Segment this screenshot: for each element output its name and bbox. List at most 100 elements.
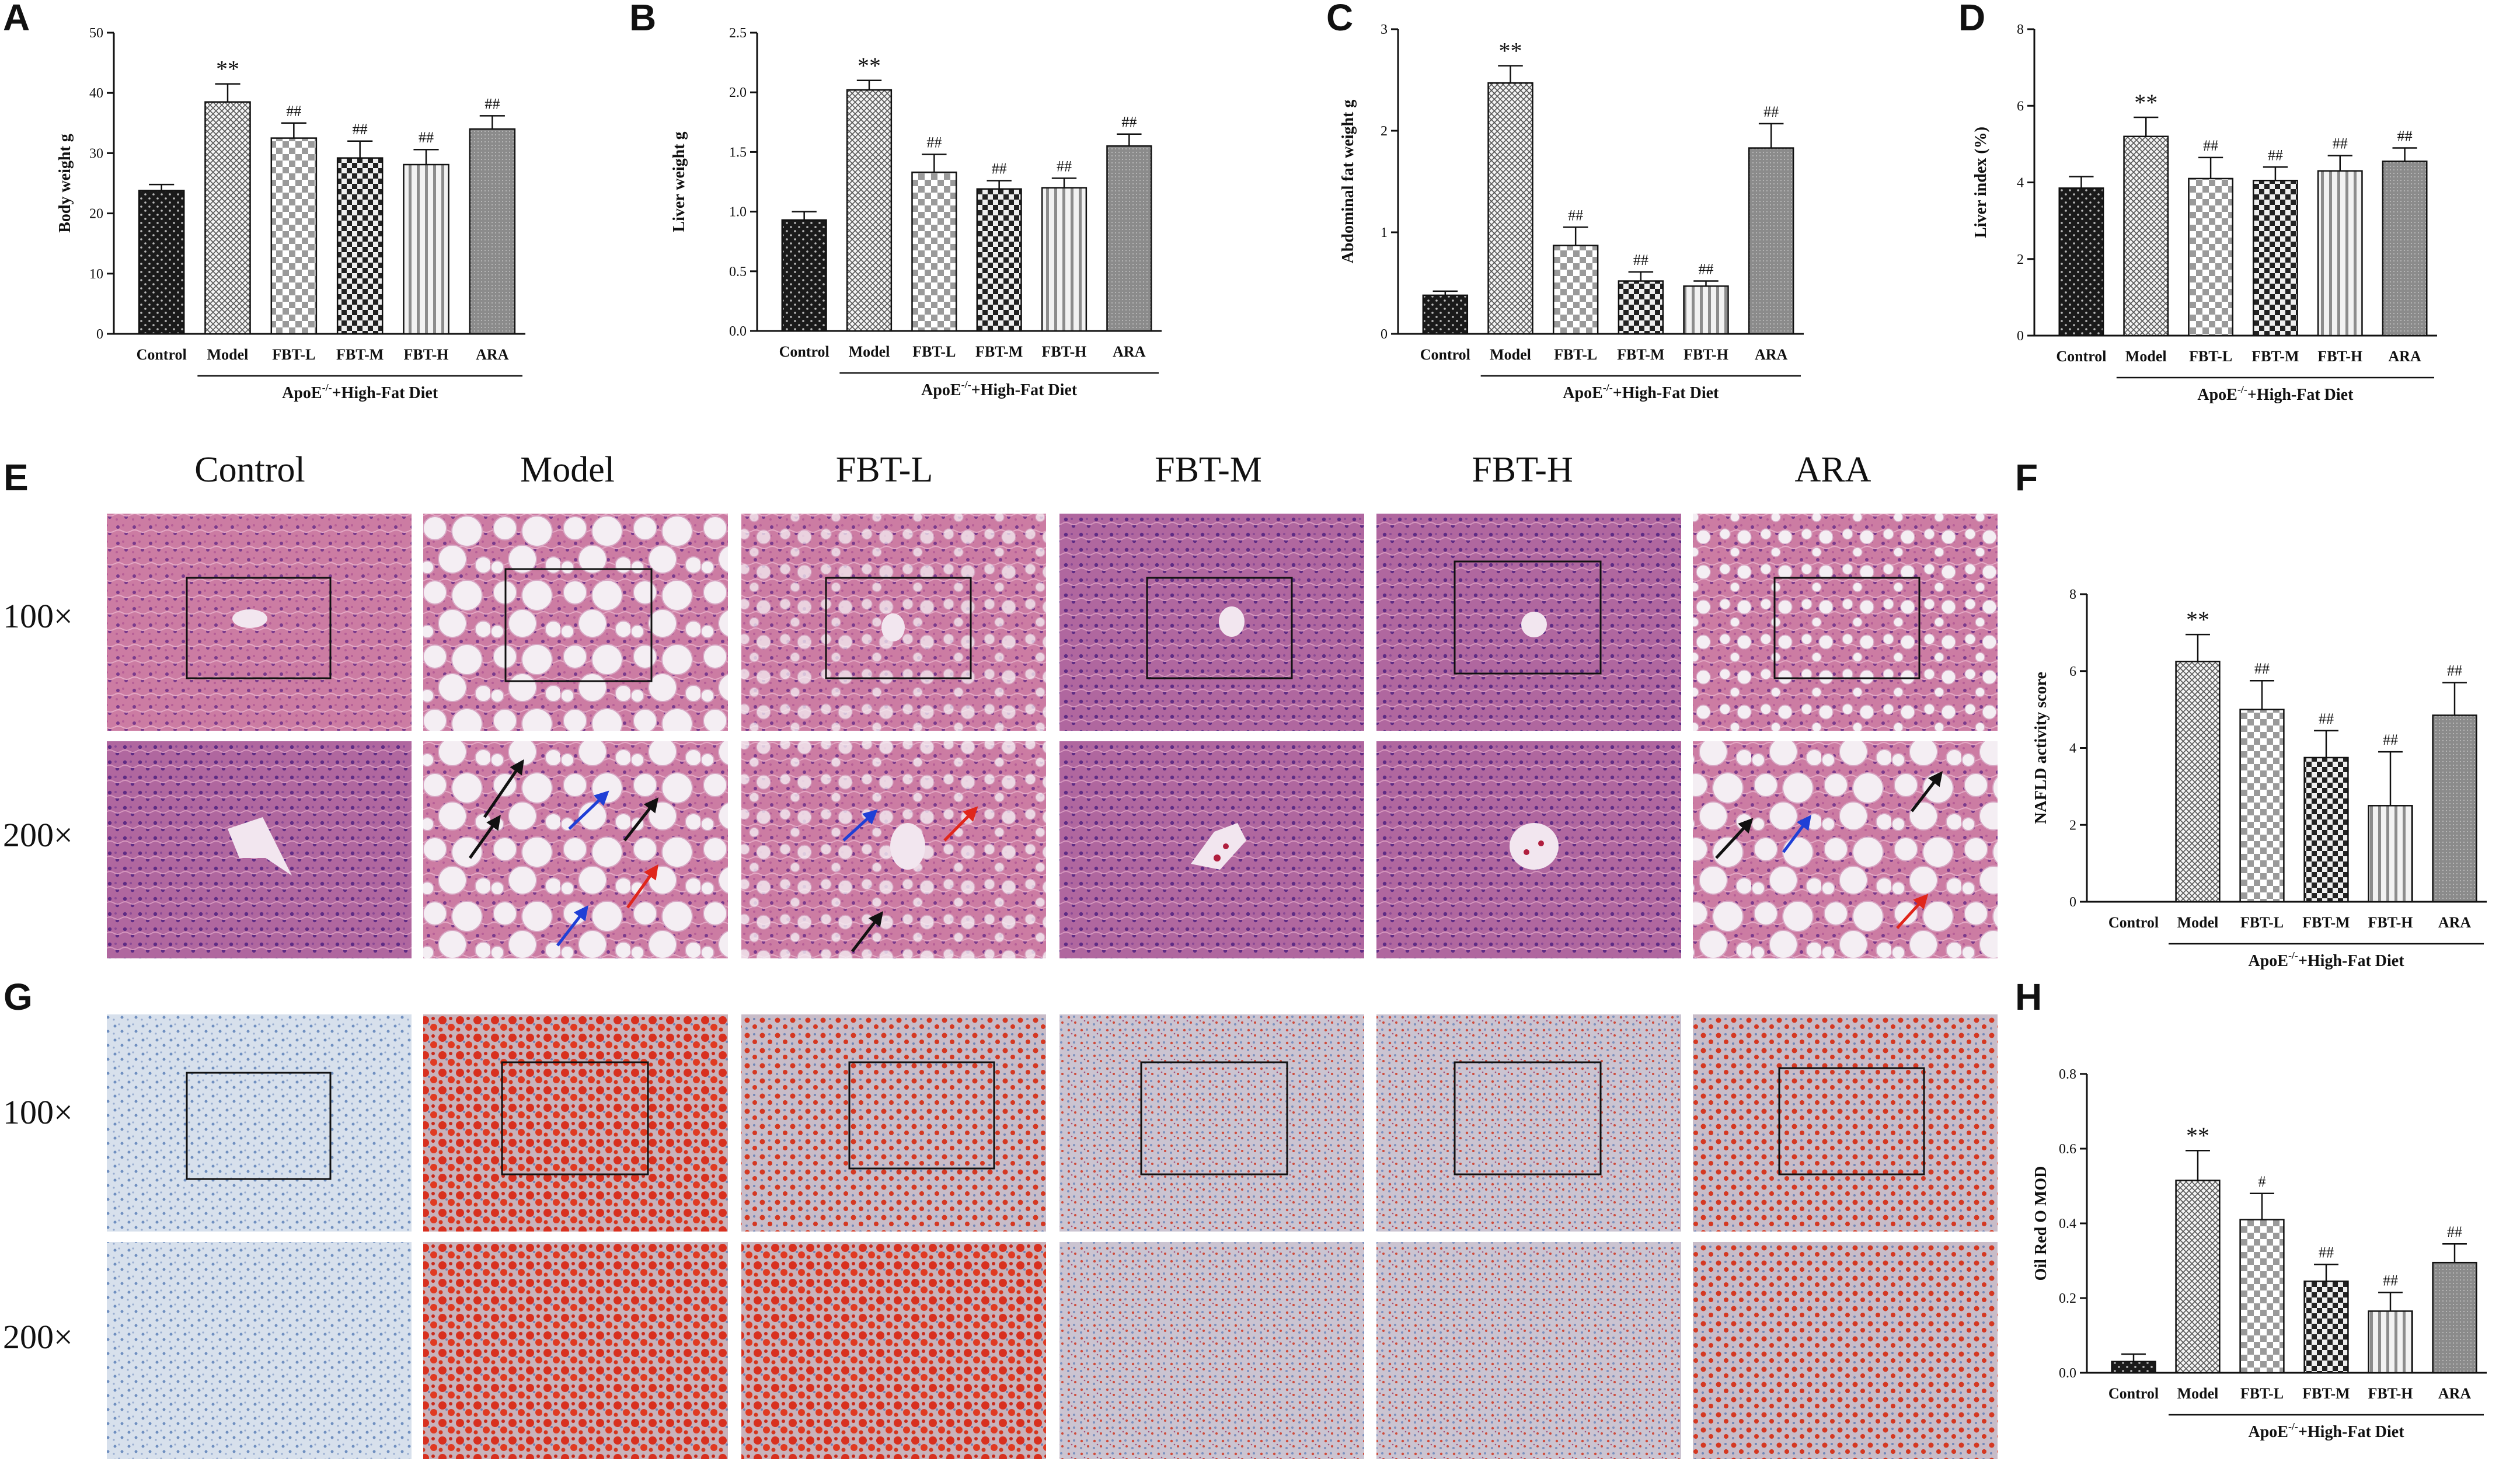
x-tick-label: FBT-M: [2302, 914, 2350, 931]
group-label: ApoE-/-+High-Fat Diet: [282, 382, 438, 402]
group-label: ApoE-/-+High-Fat Diet: [2197, 383, 2354, 404]
oro-200x-ara: [1693, 1242, 1998, 1459]
x-tick-label: ARA: [1755, 346, 1788, 363]
row-header-200x-oro: 200×: [3, 1318, 73, 1356]
x-tick-label: Control: [137, 346, 187, 363]
panel-e-he-histology: E Control Model FBT-L FBT-M FBT-H ARA 10…: [3, 450, 1998, 958]
y-tick-label: 0: [2017, 329, 2024, 344]
x-tick-label: FBT-H: [2317, 348, 2362, 365]
y-tick-label: 1.5: [729, 145, 747, 160]
x-tick-label: Control: [1420, 346, 1470, 363]
y-tick-label: 4: [2017, 176, 2024, 191]
y-axis-label: Abdominal fat weight g: [1339, 100, 1357, 264]
oro-100x-fbt-h: [1376, 1014, 1681, 1232]
y-tick-label: 6: [2017, 99, 2024, 114]
x-tick-label: FBT-L: [1554, 346, 1597, 363]
significance-marker: **: [2186, 606, 2209, 633]
chart-h: H 0.0 0.2 0.4 0.6 0.8 Oil Red O MOD Control Mode…: [2015, 976, 2487, 1441]
significance-marker: **: [216, 56, 239, 82]
x-tick-label: Control: [779, 343, 829, 360]
panel-letter-h: H: [2015, 976, 2042, 1018]
bar-model: [1487, 82, 1533, 335]
y-tick-label: 0: [96, 327, 103, 342]
bar-fbt-l: [911, 171, 957, 332]
y-tick-label: 1.0: [729, 205, 747, 220]
bar-fbt-l: [1552, 245, 1599, 335]
x-tick-label: FBT-H: [1684, 346, 1728, 363]
bar-fbt-h: [403, 163, 449, 335]
panel-g-oil-red-o-histology: G 100× 200×: [3, 976, 1998, 1459]
y-tick-label: 6: [2069, 664, 2076, 679]
oro-200x-fbt-h: [1376, 1242, 1681, 1459]
y-tick-label: 3: [1381, 22, 1388, 37]
panel-letter-c: C: [1326, 0, 1353, 39]
y-tick-label: 0.4: [2059, 1216, 2076, 1232]
x-tick-label: FBT-H: [2368, 1385, 2413, 1402]
he-100x-fbt-m: [1059, 514, 1364, 731]
significance-marker: ##: [1121, 114, 1137, 131]
significance-marker: ##: [2383, 731, 2398, 748]
bar-model: [204, 101, 251, 335]
chart-f: F 0 2 4 6 8 NAFLD activity score Control Model **…: [2015, 456, 2487, 970]
significance-marker: ##: [926, 134, 942, 151]
y-tick-label: 2.0: [729, 85, 747, 100]
panel-letter-b: B: [629, 0, 656, 39]
bar-fbt-m: [2303, 756, 2349, 903]
chart-a: A 0 10 20 30 40 50 Body weight g Control Model ** F…: [3, 0, 525, 402]
bar-fbt-l: [2239, 709, 2285, 903]
x-tick-label: FBT-L: [2240, 914, 2284, 931]
panel-letter-g: G: [4, 976, 33, 1018]
bar-ara: [2432, 1261, 2477, 1374]
bar-control: [2058, 187, 2104, 337]
y-tick-label: 10: [89, 267, 103, 282]
chart-b: B 0.0 0.5 1.0 1.5 2.0 2.5 Liver weight g Control…: [629, 0, 1162, 399]
oro-100x-model: [423, 1014, 728, 1232]
significance-marker: ##: [2447, 1223, 2462, 1240]
y-tick-label: 50: [89, 26, 103, 41]
x-tick-label: FBT-H: [2368, 914, 2413, 931]
row-header-100x-he: 100×: [3, 597, 73, 635]
y-tick-label: 0.2: [2059, 1291, 2076, 1306]
bar-fbt-h: [2368, 1310, 2413, 1374]
oro-200x-fbt-l: [741, 1242, 1046, 1459]
y-tick-label: 2: [2017, 252, 2024, 267]
panel-letter-f: F: [2015, 456, 2038, 498]
he-100x-control: [107, 514, 412, 731]
x-tick-label: FBT-M: [1617, 346, 1664, 363]
panel-letter-e: E: [4, 456, 29, 498]
x-tick-label: FBT-M: [2251, 348, 2299, 365]
oro-100x-fbt-m: [1059, 1014, 1364, 1232]
bar-control: [2111, 1361, 2156, 1374]
chart-c: C 0 1 2 3 Abdominal fat weight g Control Model *…: [1326, 0, 1804, 402]
oro-200x-fbt-m: [1059, 1242, 1364, 1459]
significance-marker: ##: [992, 160, 1007, 177]
bar-fbt-m: [336, 157, 384, 335]
bar-control: [138, 190, 185, 335]
significance-marker: **: [1499, 38, 1522, 64]
he-100x-model: [423, 514, 728, 731]
y-tick-label: 0: [1381, 327, 1388, 342]
bar-fbt-m: [1618, 280, 1664, 335]
y-tick-label: 1: [1381, 225, 1388, 240]
bar-fbt-m: [2252, 179, 2298, 337]
significance-marker: ##: [2383, 1272, 2398, 1289]
significance-marker: ##: [353, 121, 368, 138]
x-tick-label: Model: [1490, 346, 1531, 363]
bar-control: [1422, 294, 1469, 335]
he-100x-fbt-h: [1376, 514, 1681, 731]
x-tick-label: Model: [2177, 914, 2219, 931]
oro-100x-fbt-l: [741, 1014, 1046, 1232]
group-label: ApoE-/-+High-Fat Diet: [2248, 1421, 2404, 1441]
significance-marker: ##: [419, 129, 434, 146]
significance-marker: ##: [1057, 158, 1072, 175]
significance-marker: ##: [2447, 662, 2462, 679]
y-tick-label: 0.0: [729, 324, 747, 339]
x-tick-label: ARA: [476, 346, 509, 363]
significance-marker: ##: [2203, 137, 2218, 154]
x-tick-label: FBT-L: [2189, 348, 2232, 365]
x-tick-label: Control: [2056, 348, 2106, 365]
y-axis-label: Oil Red O MOD: [2032, 1166, 2050, 1281]
significance-marker: ##: [2397, 127, 2413, 144]
oro-200x-model: [423, 1242, 728, 1459]
x-tick-label: ARA: [1113, 343, 1146, 360]
